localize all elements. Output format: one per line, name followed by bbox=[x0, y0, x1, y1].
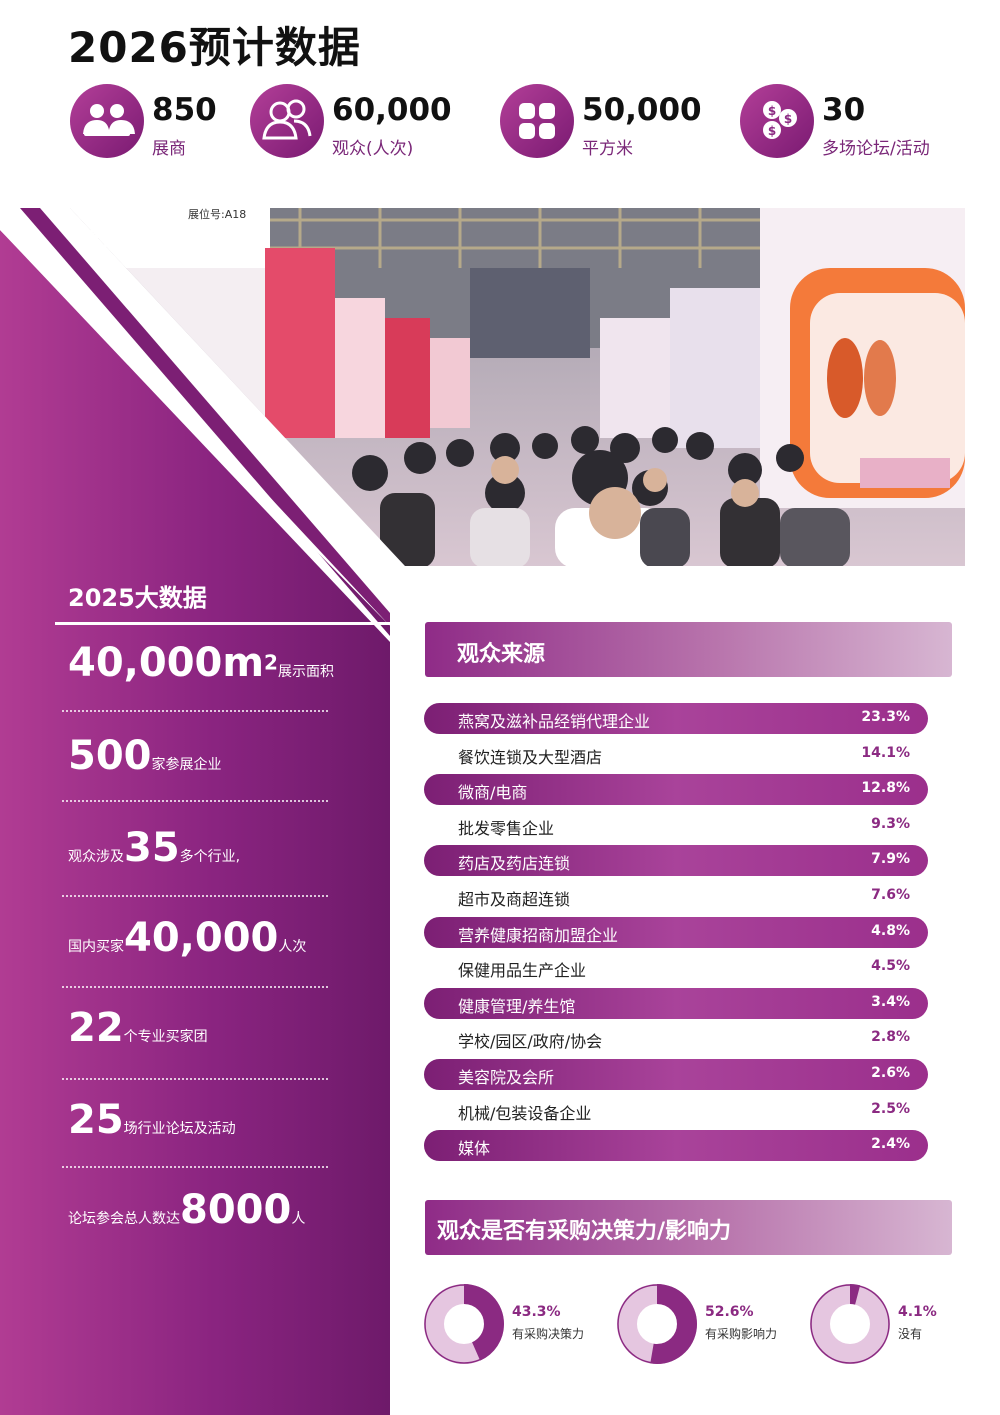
row-label: 营养健康招商加盟企业 bbox=[458, 925, 619, 945]
stat-forums: 25场行业论坛及活动 bbox=[68, 1097, 236, 1143]
stat-exhibitors: 500家参展企业 bbox=[68, 733, 222, 779]
divider bbox=[62, 1166, 328, 1168]
kpi-exhibitors: 850 展商 bbox=[70, 84, 230, 160]
section-title: 观众是否有采购决策力/影响力 bbox=[437, 1219, 732, 1244]
stat-buyer-groups: 22个专业买家团 bbox=[68, 1005, 208, 1051]
hero-section: 燕窝工厂 展位号:A18 bbox=[0, 208, 1000, 1415]
row-value: 12.8% bbox=[861, 780, 910, 797]
row-label: 燕窝及滋补品经销代理企业 bbox=[458, 712, 651, 731]
donut-outline bbox=[810, 1284, 890, 1364]
kpi-forums: $ $ $ 30 多场论坛/活动 bbox=[740, 84, 960, 160]
donut-label: 有采购决策力 bbox=[512, 1327, 585, 1341]
audience-source-row: 微商/电商 12.8% bbox=[424, 774, 928, 806]
row-value: 2.4% bbox=[871, 1136, 910, 1153]
donut-chart bbox=[424, 1284, 504, 1364]
kpi-label: 多场论坛/活动 bbox=[822, 139, 930, 159]
row-label: 健康管理/养生馆 bbox=[458, 996, 576, 1016]
donut-slice bbox=[424, 1284, 504, 1364]
row-label: 批发零售企业 bbox=[458, 818, 555, 838]
row-label: 美容院及会所 bbox=[458, 1068, 555, 1087]
stat-buyers: 国内买家40,000人次 bbox=[68, 915, 307, 961]
row-label: 学校/园区/政府/协会 bbox=[458, 1032, 603, 1052]
svg-text:$: $ bbox=[784, 112, 792, 126]
audience-source-row: 超市及商超连锁 7.6% bbox=[424, 881, 928, 912]
divider bbox=[62, 1078, 328, 1080]
row-label: 微商/电商 bbox=[458, 783, 528, 803]
section-title: 观众来源 bbox=[457, 642, 546, 667]
kpi-label: 展商 bbox=[152, 139, 186, 159]
row-value: 7.9% bbox=[871, 851, 910, 868]
stat-area: 40,000m2展示面积 bbox=[68, 640, 334, 686]
kpi-visitors: 60,000 观众(人次) bbox=[250, 84, 470, 160]
row-value: 2.5% bbox=[871, 1100, 910, 1117]
grid-icon bbox=[500, 84, 574, 158]
brand-sign: 燕窝工厂 bbox=[62, 227, 142, 251]
row-value: 4.8% bbox=[871, 922, 910, 939]
row-value: 14.1% bbox=[861, 744, 910, 761]
svg-text:$: $ bbox=[768, 124, 776, 138]
kpi-label: 观众(人次) bbox=[332, 139, 414, 159]
kpi-value: 30 bbox=[822, 92, 866, 128]
divider bbox=[62, 710, 328, 712]
audience-source-row: 美容院及会所 2.6% bbox=[424, 1059, 928, 1090]
kpi-value: 50,000 bbox=[582, 92, 702, 128]
donut-slice bbox=[810, 1284, 890, 1364]
audience-source-row: 药店及药店连锁 7.9% bbox=[424, 845, 928, 877]
audience-source-row: 学校/园区/政府/协会 2.8% bbox=[424, 1023, 928, 1054]
donut-value: 43.3% bbox=[512, 1304, 561, 1320]
row-value: 4.5% bbox=[871, 958, 910, 975]
donut-value: 52.6% bbox=[705, 1304, 754, 1320]
audience-source-row: 燕窝及滋补品经销代理企业 23.3% bbox=[424, 703, 928, 734]
row-label: 餐饮连锁及大型酒店 bbox=[458, 747, 603, 767]
stat-attendees: 论坛参会总人数达8000人 bbox=[68, 1187, 306, 1233]
stats-panel bbox=[0, 230, 390, 1415]
kpi-value: 60,000 bbox=[332, 92, 452, 128]
row-value: 2.8% bbox=[871, 1029, 910, 1046]
row-value: 9.3% bbox=[871, 815, 910, 832]
donut-outline bbox=[617, 1284, 697, 1364]
users-icon bbox=[250, 84, 324, 158]
audience-source-row: 批发零售企业 9.3% bbox=[424, 810, 928, 841]
divider bbox=[62, 986, 328, 988]
row-label: 媒体 bbox=[458, 1139, 491, 1159]
donut-slice bbox=[617, 1284, 697, 1364]
donut-outline bbox=[424, 1284, 504, 1364]
purchasing-banner: 观众是否有采购决策力/影响力 bbox=[425, 1200, 952, 1255]
donut-value: 4.1% bbox=[898, 1304, 937, 1320]
stat-industries: 观众涉及35多个行业, bbox=[68, 825, 241, 871]
kpi-label: 平方米 bbox=[582, 139, 633, 159]
donut-label: 没有 bbox=[898, 1327, 923, 1341]
svg-text:$: $ bbox=[768, 104, 776, 118]
donut-chart bbox=[810, 1284, 890, 1364]
hero-graphic: 燕窝工厂 展位号:A18 bbox=[0, 208, 965, 1415]
audience-source-row: 媒体 2.4% bbox=[424, 1130, 928, 1162]
row-value: 2.6% bbox=[871, 1065, 910, 1081]
divider bbox=[55, 622, 390, 625]
audience-source-row: 保健用品生产企业 4.5% bbox=[424, 952, 928, 983]
row-value: 23.3% bbox=[861, 709, 910, 725]
audience-source-row: 营养健康招商加盟企业 4.8% bbox=[424, 916, 928, 948]
row-label: 机械/包装设备企业 bbox=[458, 1103, 592, 1123]
audience-source-row: 健康管理/养生馆 3.4% bbox=[424, 987, 928, 1019]
donut-chart bbox=[617, 1284, 697, 1364]
kpi-area: 50,000 平方米 bbox=[500, 84, 702, 160]
coins-icon: $ $ $ bbox=[740, 84, 814, 158]
audience-source-row: 餐饮连锁及大型酒店 14.1% bbox=[424, 739, 928, 770]
row-label: 保健用品生产企业 bbox=[458, 961, 587, 981]
audience-source-banner: 观众来源 bbox=[425, 622, 952, 677]
row-value: 3.4% bbox=[871, 993, 910, 1010]
divider bbox=[62, 895, 328, 897]
page-title: 2026预计数据 bbox=[68, 23, 361, 72]
row-value: 7.6% bbox=[871, 887, 910, 903]
booth-sign: 展位号:A18 bbox=[188, 208, 246, 221]
stats-title: 2025大数据 bbox=[68, 584, 207, 612]
people-group-icon bbox=[70, 84, 144, 158]
donut-label: 有采购影响力 bbox=[705, 1327, 778, 1341]
row-label: 超市及商超连锁 bbox=[458, 890, 571, 909]
audience-source-row: 机械/包装设备企业 2.5% bbox=[424, 1095, 928, 1126]
divider bbox=[62, 800, 328, 802]
kpi-value: 850 bbox=[152, 92, 217, 128]
row-label: 药店及药店连锁 bbox=[458, 854, 571, 874]
